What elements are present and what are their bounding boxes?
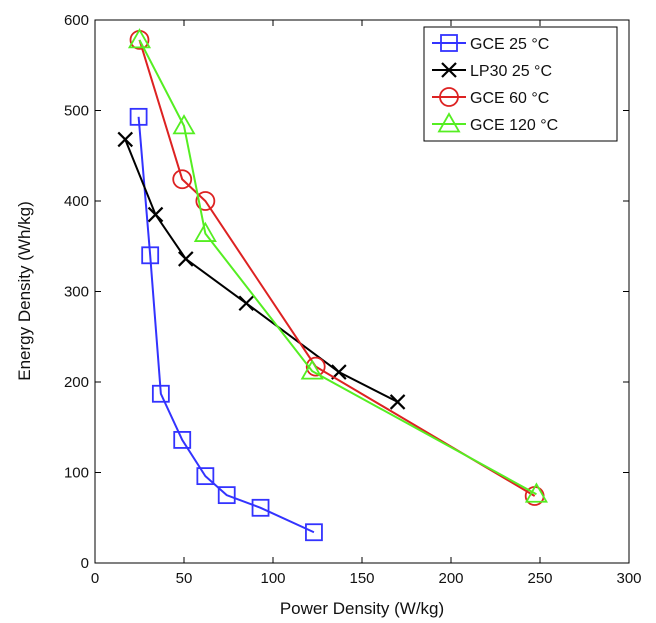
y-tick-label: 600 bbox=[64, 12, 89, 29]
triangle-marker bbox=[127, 28, 152, 49]
legend-label: GCE 120 °C bbox=[470, 117, 558, 134]
series-1 bbox=[117, 131, 406, 410]
square-marker bbox=[173, 431, 192, 449]
legend-item: GCE 120 °C bbox=[432, 112, 558, 134]
y-tick-label: 0 bbox=[81, 555, 89, 572]
triangle-marker bbox=[437, 112, 461, 133]
legend: GCE 25 °C LP30 25 °C GCE 60 °C GCE 120 °C bbox=[423, 26, 618, 142]
x-tick-label: 300 bbox=[616, 570, 641, 587]
triangle-marker bbox=[172, 114, 196, 135]
circle-marker bbox=[305, 356, 326, 377]
triangle-marker bbox=[193, 221, 217, 242]
x-marker bbox=[238, 295, 255, 312]
square-marker bbox=[141, 246, 160, 265]
series-2 bbox=[129, 30, 545, 506]
x-tick-label: 200 bbox=[438, 570, 463, 587]
series-3 bbox=[127, 28, 548, 503]
square-marker bbox=[440, 34, 458, 52]
series-line bbox=[124, 139, 399, 403]
legend-item: LP30 25 °C bbox=[432, 62, 552, 80]
x-marker bbox=[389, 394, 406, 410]
series-layer bbox=[117, 28, 548, 542]
square-marker bbox=[129, 107, 148, 126]
legend-label: GCE 60 °C bbox=[470, 90, 549, 107]
series-line bbox=[137, 116, 315, 534]
y-tick-label: 400 bbox=[64, 193, 89, 210]
y-tick-label: 300 bbox=[64, 284, 89, 301]
y-tick-label: 100 bbox=[64, 465, 89, 482]
triangle-marker bbox=[300, 359, 324, 380]
axis-ticks: 0 50 100 150 200 250 300 0 100 200 300 400 500 600 bbox=[64, 12, 642, 587]
legend-label: LP30 25 °C bbox=[470, 63, 552, 80]
square-marker bbox=[151, 384, 170, 403]
circle-marker bbox=[439, 87, 459, 107]
triangle-marker bbox=[524, 482, 548, 503]
circle-marker bbox=[195, 191, 216, 211]
square-marker bbox=[196, 467, 215, 486]
x-tick-label: 100 bbox=[260, 570, 285, 587]
square-marker bbox=[217, 486, 236, 505]
x-axis-label: Power Density (W/kg) bbox=[280, 599, 444, 618]
y-tick-label: 200 bbox=[64, 374, 89, 391]
x-marker bbox=[441, 62, 457, 78]
legend-item: GCE 25 °C bbox=[432, 34, 549, 53]
legend-item: GCE 60 °C bbox=[432, 87, 549, 107]
series-line bbox=[138, 39, 536, 497]
series-line bbox=[138, 39, 537, 496]
legend-label: GCE 25 °C bbox=[470, 36, 549, 53]
square-marker bbox=[305, 523, 323, 542]
series-0 bbox=[129, 107, 323, 542]
x-tick-label: 150 bbox=[349, 570, 374, 587]
x-tick-label: 50 bbox=[176, 570, 193, 587]
y-tick-label: 500 bbox=[64, 103, 89, 120]
square-marker bbox=[251, 498, 270, 517]
x-marker bbox=[147, 206, 164, 223]
y-axis-label: Energy Density (Wh/kg) bbox=[15, 201, 34, 381]
circle-marker bbox=[172, 169, 193, 190]
x-marker bbox=[117, 131, 134, 148]
x-tick-label: 250 bbox=[527, 570, 552, 587]
x-marker bbox=[178, 251, 194, 267]
x-tick-label: 0 bbox=[91, 570, 99, 587]
